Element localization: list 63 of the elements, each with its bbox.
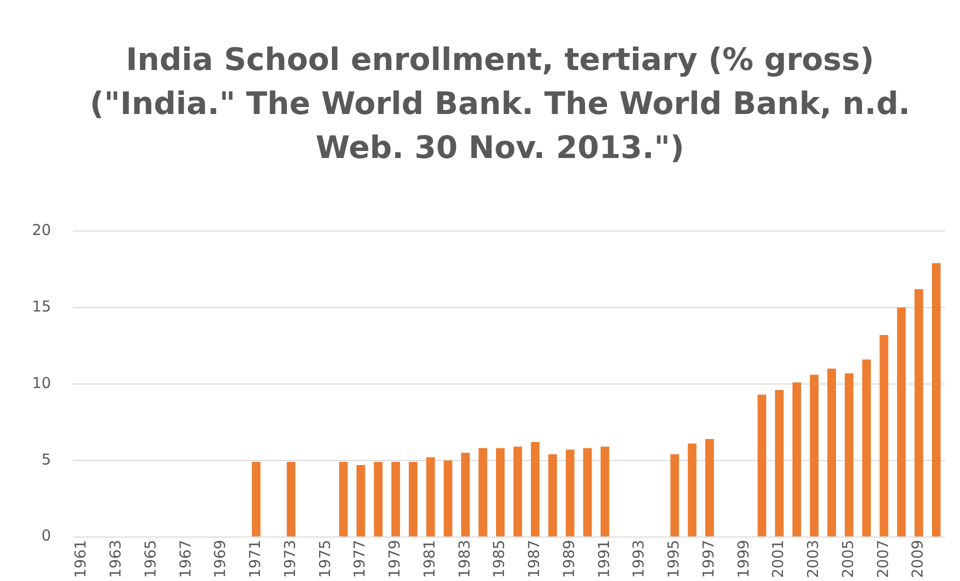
- bar: [810, 374, 819, 536]
- bar: [286, 462, 296, 536]
- bar: [478, 448, 488, 536]
- x-tick-label: 1987: [525, 540, 544, 578]
- bar: [391, 462, 400, 536]
- bar: [688, 444, 696, 536]
- bar: [583, 448, 592, 536]
- x-tick-label: 2005: [838, 540, 857, 578]
- x-tick-label: 2009: [908, 540, 927, 578]
- y-tick-label: 10: [32, 374, 52, 392]
- bar: [356, 464, 366, 536]
- y-tick-label: 5: [42, 450, 52, 468]
- x-tick-label: 1979: [386, 540, 404, 578]
- y-tick-label: 0: [42, 526, 52, 545]
- y-tick-label: 20: [32, 220, 52, 239]
- x-tick-label: 1995: [664, 540, 683, 578]
- bar: [530, 442, 540, 536]
- x-tick-label: 1973: [280, 540, 299, 578]
- bar: [758, 394, 766, 536]
- bar: [513, 446, 522, 536]
- x-tick-label: 1997: [699, 540, 718, 578]
- x-tick-label: 2007: [874, 540, 892, 578]
- x-tick-label: 1989: [560, 540, 578, 578]
- bar: [670, 454, 680, 536]
- y-tick-label: 15: [32, 297, 52, 316]
- bar: [600, 446, 610, 536]
- bar: [252, 462, 261, 536]
- bar: [844, 373, 854, 536]
- bar: [374, 462, 383, 536]
- x-tick-label: 1999: [734, 540, 752, 578]
- x-tick-label: 1963: [106, 540, 125, 578]
- x-tick-label: 1981: [420, 540, 438, 578]
- chart-title: India School enrollment, tertiary (% gross) ("India." The World Bank. The World Bank, n.d. Web. 30 Nov. 2013."): [88, 41, 912, 168]
- bar: [548, 454, 557, 536]
- bar: [932, 263, 941, 536]
- bar: [775, 390, 784, 536]
- bar: [792, 382, 802, 536]
- x-tick-label: 1971: [246, 540, 264, 578]
- bar: [705, 438, 714, 536]
- x-tick-label: 1985: [490, 540, 508, 578]
- bar: [862, 359, 871, 536]
- bar: [897, 307, 906, 536]
- bar: [408, 462, 418, 536]
- x-tick-label: 2001: [769, 540, 788, 578]
- bar: [461, 452, 470, 536]
- bar: [339, 462, 348, 536]
- x-tick-label: 1967: [176, 540, 194, 578]
- x-tick-label: 1993: [630, 540, 648, 578]
- x-tick-label: 2003: [804, 540, 822, 578]
- x-tick-label: 1965: [141, 540, 160, 578]
- x-tick-label: 1983: [455, 540, 474, 578]
- x-tick-label: 1975: [316, 540, 334, 578]
- bar: [426, 457, 435, 536]
- bar: [827, 368, 836, 536]
- x-tick-label: 1977: [350, 540, 369, 578]
- bar: [496, 448, 505, 536]
- x-tick-label: 1969: [211, 540, 230, 578]
- x-tick-label: 1991: [594, 540, 613, 578]
- bar: [566, 450, 574, 536]
- bar: [444, 460, 452, 536]
- bar: [880, 334, 888, 536]
- x-tick-label: 1961: [72, 540, 90, 578]
- bar: [914, 289, 924, 536]
